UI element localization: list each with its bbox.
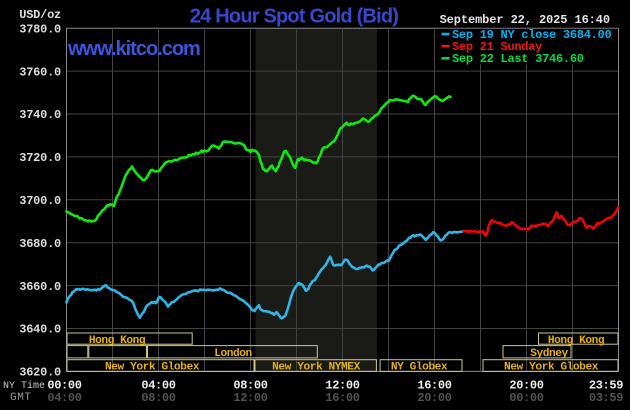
svg-text:3640.0: 3640.0 <box>19 323 61 337</box>
svg-text:16:00: 16:00 <box>325 391 359 405</box>
svg-text:08:00: 08:00 <box>141 391 175 405</box>
svg-text:04:00: 04:00 <box>141 379 175 393</box>
svg-text:3700.0: 3700.0 <box>19 194 61 208</box>
svg-text:3680.0: 3680.0 <box>19 237 61 251</box>
svg-text:16:00: 16:00 <box>417 379 451 393</box>
svg-text:USD/oz: USD/oz <box>19 8 61 22</box>
svg-text:3620.0: 3620.0 <box>19 366 61 380</box>
svg-text:Sep 22 Last 3746.60: Sep 22 Last 3746.60 <box>452 52 584 66</box>
svg-text:03:59: 03:59 <box>589 391 623 405</box>
svg-text:www.kitco.com: www.kitco.com <box>67 38 200 60</box>
svg-text:23:59: 23:59 <box>589 379 623 393</box>
svg-text:00:00: 00:00 <box>47 379 81 393</box>
svg-text:08:00: 08:00 <box>233 379 267 393</box>
svg-text:20:00: 20:00 <box>509 379 543 393</box>
svg-text:3720.0: 3720.0 <box>19 151 61 165</box>
svg-text:12:00: 12:00 <box>325 379 359 393</box>
svg-text:3660.0: 3660.0 <box>19 280 61 294</box>
svg-text:New York Globex: New York Globex <box>504 362 599 374</box>
svg-text:Sep 19 NY close 3684.00: Sep 19 NY close 3684.00 <box>452 28 611 42</box>
svg-text:NY Time: NY Time <box>3 380 45 392</box>
svg-text:Sep 21 Sunday: Sep 21 Sunday <box>452 40 542 54</box>
svg-text:GMT: GMT <box>10 392 32 404</box>
svg-text:20:00: 20:00 <box>417 391 451 405</box>
svg-text:September 22, 2025 16:40: September 22, 2025 16:40 <box>440 13 610 27</box>
svg-text:12:00: 12:00 <box>233 391 267 405</box>
svg-text:London: London <box>214 348 252 360</box>
svg-text:04:00: 04:00 <box>47 391 81 405</box>
svg-text:3760.0: 3760.0 <box>19 65 61 79</box>
svg-text:24 Hour Spot Gold (Bid): 24 Hour Spot Gold (Bid) <box>190 6 398 28</box>
svg-text:New York NYMEX: New York NYMEX <box>272 362 360 374</box>
svg-text:Sydney: Sydney <box>530 348 568 360</box>
svg-text:Hong Kong: Hong Kong <box>89 335 146 347</box>
svg-text:Hong Kong: Hong Kong <box>548 335 605 347</box>
svg-text:00:00: 00:00 <box>509 391 543 405</box>
svg-text:3740.0: 3740.0 <box>19 108 61 122</box>
svg-text:New York Globex: New York Globex <box>105 362 200 374</box>
svg-text:3780.0: 3780.0 <box>19 22 61 36</box>
svg-text:NY Globex: NY Globex <box>391 362 448 374</box>
